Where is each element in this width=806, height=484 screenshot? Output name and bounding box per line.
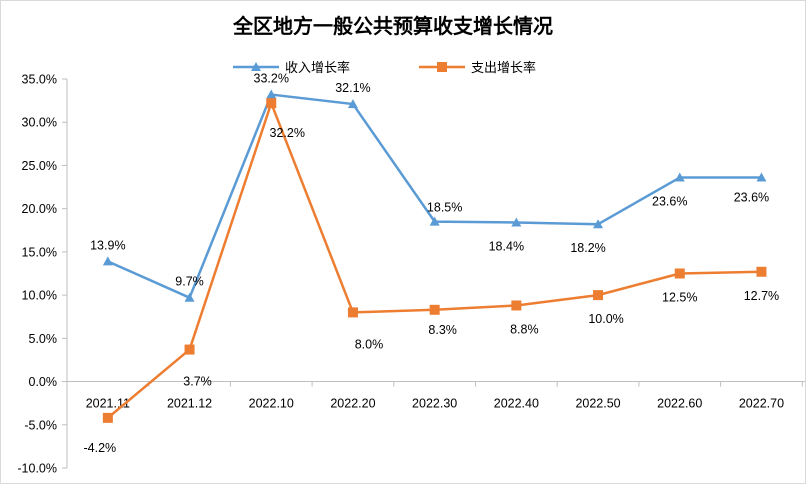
income-data-label: 18.4% (489, 239, 524, 253)
legend-income: 收入增长率 (233, 60, 350, 76)
income-point (511, 217, 522, 227)
income-data-label: 18.5% (427, 201, 462, 215)
y-tick-label: 0.0% (29, 375, 58, 389)
income-data-label: 23.6% (734, 191, 769, 205)
income-point (347, 99, 358, 109)
y-tick-label: 30.0% (22, 116, 57, 130)
y-tick-label: 20.0% (22, 202, 57, 216)
y-tick-label: 35.0% (22, 73, 57, 87)
income-data-label: 23.6% (652, 195, 687, 209)
income-point (266, 89, 277, 99)
income-data-label: 33.2% (254, 72, 289, 86)
x-tick-label: 2022.50 (575, 397, 620, 411)
income-data-label: 32.1% (335, 81, 370, 95)
legend-expenditure: 支出增长率 (419, 60, 536, 76)
series-expenditure (102, 98, 767, 423)
x-tick-label: 2022.10 (249, 397, 294, 411)
income-data-label: 9.7% (175, 275, 204, 289)
y-tick-label: -10.0% (17, 462, 57, 476)
series-income (102, 89, 767, 302)
income-point (102, 256, 113, 266)
expenditure-point (756, 266, 767, 277)
expenditure-data-label: 12.7% (744, 289, 779, 303)
income-data-label: 13.9% (90, 238, 125, 252)
expenditure-point (593, 290, 604, 301)
y-tick-label: 25.0% (22, 159, 57, 173)
expenditure-point (102, 412, 113, 423)
expenditure-data-label: 8.3% (428, 323, 457, 337)
expenditure-data-label: 12.5% (662, 291, 697, 305)
legend-label: 支出增长率 (471, 60, 536, 76)
income-point (756, 172, 767, 182)
y-tick-label: 10.0% (22, 289, 57, 303)
x-tick-label: 2022.40 (494, 397, 539, 411)
series-layer (102, 89, 767, 423)
expenditure-data-label: 8.8% (510, 322, 539, 336)
legend-marker (251, 62, 261, 71)
income-data-label: 18.2% (570, 241, 605, 255)
expenditure-point (674, 268, 685, 279)
income-point (429, 216, 440, 226)
expenditure-point (266, 98, 277, 109)
x-tick-label: 2022.60 (657, 397, 702, 411)
expenditure-data-label: 32.2% (270, 126, 305, 140)
y-tick-label: 15.0% (22, 245, 57, 259)
expenditure-point (511, 300, 522, 311)
x-tick-label: 2022.30 (412, 397, 457, 411)
x-tick-label: 2022.70 (739, 397, 784, 411)
y-tick-label: 5.0% (29, 332, 58, 346)
x-tick-label: 2022.20 (330, 397, 375, 411)
chart-title: 全区地方一般公共预算收支增长情况 (232, 14, 553, 38)
expenditure-data-label: 3.7% (183, 375, 212, 389)
x-tick-label: 2021.12 (167, 397, 212, 411)
expenditure-point (184, 344, 195, 355)
y-tick-label: -5.0% (24, 418, 57, 432)
income-point (674, 172, 685, 182)
expenditure-point (429, 304, 440, 315)
legend: 收入增长率 支出增长率 (233, 60, 536, 76)
expenditure-line (107, 101, 762, 419)
legend-label: 收入增长率 (285, 60, 350, 76)
income-point (184, 292, 195, 302)
expenditure-data-label: 10.0% (588, 312, 623, 326)
data-labels: 13.9% 9.7% 33.2% 32.1% 18.5% 18.4% 18.2% 23.6% 2… (84, 72, 780, 455)
expenditure-data-label: -4.2% (84, 441, 117, 455)
income-point (593, 219, 604, 229)
legend-marker (437, 62, 447, 72)
axes: 35.0% 30.0% 25.0% 20.0% 15.0% 10.0% 5.0% 0.0% -5… (17, 73, 805, 476)
expenditure-data-label: 8.0% (355, 337, 384, 351)
expenditure-point (347, 307, 358, 318)
